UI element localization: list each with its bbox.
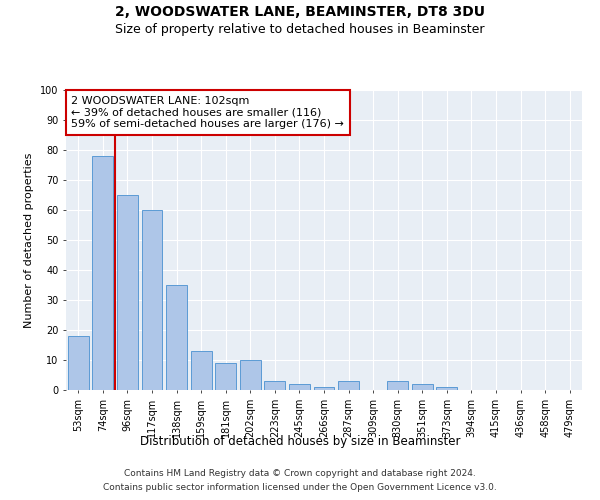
Text: Contains HM Land Registry data © Crown copyright and database right 2024.: Contains HM Land Registry data © Crown c… bbox=[124, 468, 476, 477]
Bar bbox=[68, 336, 89, 390]
Bar bbox=[387, 381, 408, 390]
Bar bbox=[265, 381, 286, 390]
Bar bbox=[240, 360, 261, 390]
Y-axis label: Number of detached properties: Number of detached properties bbox=[25, 152, 34, 328]
Bar bbox=[166, 285, 187, 390]
Bar bbox=[436, 387, 457, 390]
Text: Size of property relative to detached houses in Beaminster: Size of property relative to detached ho… bbox=[115, 22, 485, 36]
Bar bbox=[215, 363, 236, 390]
Text: Distribution of detached houses by size in Beaminster: Distribution of detached houses by size … bbox=[140, 435, 460, 448]
Text: 2, WOODSWATER LANE, BEAMINSTER, DT8 3DU: 2, WOODSWATER LANE, BEAMINSTER, DT8 3DU bbox=[115, 5, 485, 19]
Bar bbox=[117, 195, 138, 390]
Bar bbox=[412, 384, 433, 390]
Text: 2 WOODSWATER LANE: 102sqm
← 39% of detached houses are smaller (116)
59% of semi: 2 WOODSWATER LANE: 102sqm ← 39% of detac… bbox=[71, 96, 344, 129]
Bar bbox=[191, 351, 212, 390]
Bar bbox=[142, 210, 163, 390]
Bar bbox=[92, 156, 113, 390]
Bar bbox=[314, 387, 334, 390]
Bar bbox=[338, 381, 359, 390]
Bar bbox=[289, 384, 310, 390]
Text: Contains public sector information licensed under the Open Government Licence v3: Contains public sector information licen… bbox=[103, 484, 497, 492]
